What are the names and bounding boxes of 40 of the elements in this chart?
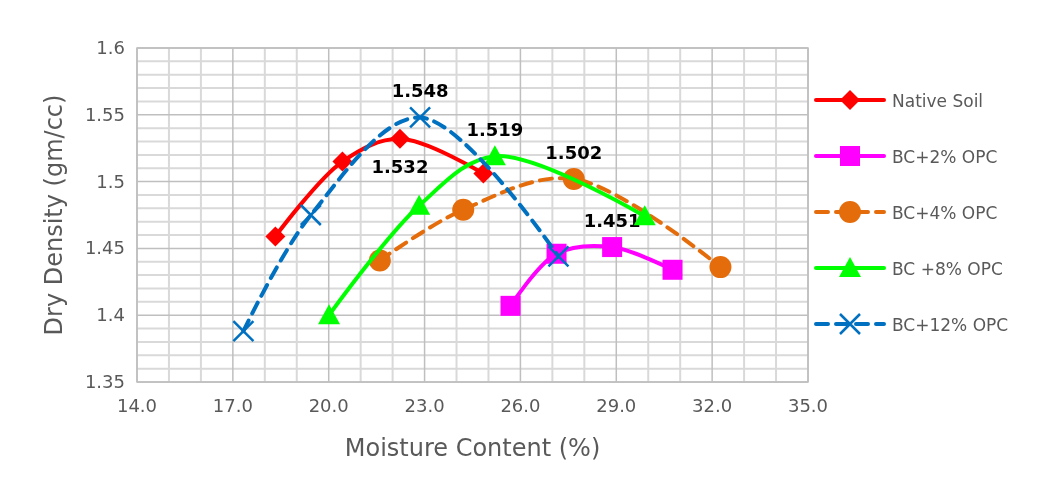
legend-label: BC+2% OPC [892,147,998,167]
x-tick-label: 26.0 [500,395,541,416]
legend-label: BC+4% OPC [892,203,998,223]
x-tick-label: 35.0 [787,395,829,416]
legend-label: BC+12% OPC [892,315,1009,335]
data-label: 1.532 [371,155,429,177]
y-axis-title: Dry Density (gm/cc) [40,94,68,336]
y-tick-label: 1.45 [84,237,125,259]
y-tick-label: 1.5 [96,170,125,192]
point [483,145,506,166]
legend-label: Native Soil [892,91,984,111]
x-tick-label: 23.0 [404,395,445,416]
point [318,304,341,325]
point [602,237,623,258]
data-label: 1.548 [391,80,449,102]
x-tick-label: 14.0 [116,395,158,416]
x-tick-label: 20.0 [308,395,349,416]
x-tick-label: 32.0 [692,395,733,416]
point [232,319,255,343]
x-axis-title: Moisture Content (%) [344,434,601,462]
point [662,259,683,280]
data-label: 1.519 [466,119,524,141]
point [452,198,475,221]
point [389,128,410,149]
point [473,163,494,184]
y-tick-label: 1.35 [84,371,125,392]
point [709,256,732,279]
data-label: 1.502 [545,141,603,163]
point [408,106,432,129]
legend-label: BC +8% OPC [892,259,1003,279]
x-tick-label: 29.0 [596,395,637,416]
point [265,226,286,247]
point [299,203,323,227]
point [332,151,353,172]
y-tick-label: 1.6 [96,37,125,58]
point [500,295,521,316]
point [408,194,431,215]
x-tick-label: 17.0 [212,395,253,416]
y-tick-label: 1.4 [96,304,125,326]
y-tick-label: 1.55 [84,103,125,125]
